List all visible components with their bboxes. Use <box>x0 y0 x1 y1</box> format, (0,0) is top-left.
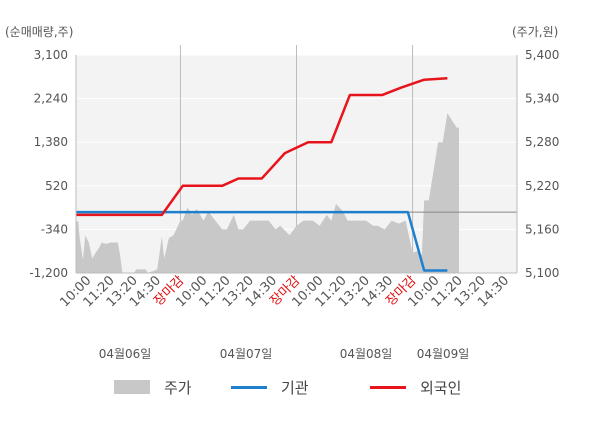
left-tick-label: 2,240 <box>34 92 68 106</box>
left-tick-label: 1,380 <box>34 135 68 149</box>
right-tick-label: 5,100 <box>525 266 559 280</box>
left-tick-label: 3,100 <box>34 48 68 62</box>
right-tick-label: 5,160 <box>525 222 559 236</box>
left-tick-label: -340 <box>41 222 68 236</box>
legend-item-foreigner: 외국인 <box>370 372 461 402</box>
right-tick-label: 5,280 <box>525 135 559 149</box>
date-label: 04월09일 <box>417 347 470 361</box>
legend-label-price: 주가 <box>164 378 192 397</box>
right-tick-label: 5,340 <box>525 92 559 106</box>
left-axis-unit: (순매매량,주) <box>5 25 73 39</box>
legend-item-institution: 기관 <box>231 372 309 402</box>
date-label: 04월06일 <box>99 347 152 361</box>
legend: 주가 기관 외국인 <box>0 372 600 402</box>
left-tick-label: -1,200 <box>29 266 68 280</box>
right-tick-label: 5,400 <box>525 48 559 62</box>
left-tick-label: 520 <box>45 179 68 193</box>
series-price-area <box>76 113 459 273</box>
legend-label-institution: 기관 <box>281 378 309 397</box>
legend-label-foreigner: 외국인 <box>420 378 462 397</box>
right-axis-unit: (주가,원) <box>512 25 558 39</box>
legend-swatch-institution <box>231 385 267 389</box>
plot-area: 3,100 2,240 1,380 520 -340 -1,200 5,400 5,340 5,… <box>29 45 559 361</box>
date-label: 04월08일 <box>340 347 393 361</box>
date-label: 04월07일 <box>220 347 273 361</box>
legend-swatch-foreigner <box>370 385 406 389</box>
series-foreigner-line <box>76 77 448 217</box>
series-institution-line <box>76 210 448 272</box>
legend-swatch-price <box>114 380 150 394</box>
right-tick-label: 5,220 <box>525 179 559 193</box>
legend-item-price: 주가 <box>114 372 192 402</box>
